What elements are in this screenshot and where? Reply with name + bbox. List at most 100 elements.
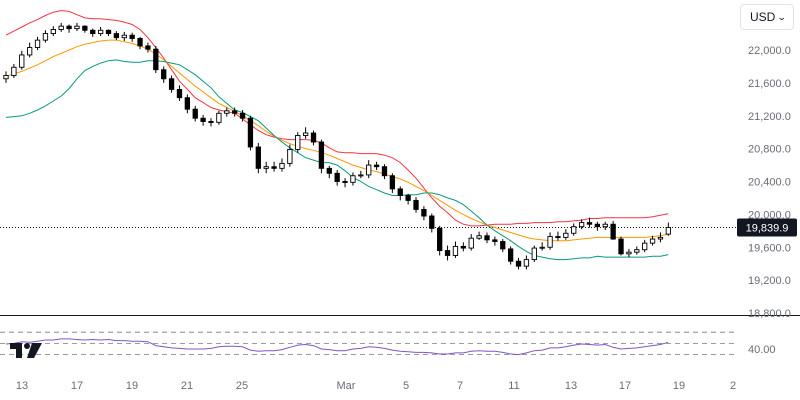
candle-down (342, 181, 348, 183)
bollinger-lower-line (5, 59, 669, 261)
candle-down (137, 38, 143, 47)
currency-selector-button[interactable]: USD ⌄ (740, 4, 794, 30)
candle-up (27, 47, 33, 56)
candle-up (58, 25, 64, 30)
y-axis-tick-label: 20,400.0 (748, 177, 791, 189)
candle-down (555, 236, 561, 239)
candle-up (523, 259, 530, 267)
candle-down (618, 238, 624, 255)
candle-up (97, 29, 104, 35)
bollinger-middle-line (5, 39, 669, 242)
x-axis-tick-label: 2 (730, 380, 736, 392)
candle-up (665, 227, 671, 235)
x-axis-tick-label: Mar (337, 380, 356, 392)
candle-up (578, 222, 585, 228)
currency-label: USD (750, 10, 776, 24)
y-axis-tick-label: 18,800.0 (748, 308, 791, 320)
x-axis-tick-label: 21 (181, 380, 193, 392)
candle-down (500, 241, 506, 250)
x-axis-tick-label: 25 (236, 380, 248, 392)
candle-down (373, 164, 380, 168)
candle-down (145, 45, 151, 50)
candle-down (184, 97, 191, 110)
candle-up (649, 238, 656, 244)
candle-down (310, 132, 317, 143)
chevron-down-icon: ⌄ (777, 11, 788, 22)
y-axis-tick-label: 20,000.0 (748, 209, 791, 221)
candle-down (176, 88, 183, 99)
candle-up (657, 236, 664, 240)
candle-up (287, 148, 293, 164)
tradingview-logo[interactable] (10, 343, 42, 358)
candle-up (216, 112, 222, 123)
candle-down (271, 166, 277, 169)
candle-down (429, 215, 435, 229)
candle-down (594, 223, 601, 228)
candle-up (19, 54, 25, 68)
candle-up (634, 249, 640, 253)
candle-down (82, 25, 88, 31)
y-axis-tick-label: 19,600.0 (748, 242, 791, 254)
candle-down (161, 69, 167, 80)
candle-down (232, 110, 238, 114)
candle-up (602, 223, 608, 228)
last-price-tag (737, 218, 797, 237)
candle-up (468, 237, 474, 249)
x-axis-tick-label: 17 (619, 380, 631, 392)
candle-down (484, 235, 490, 241)
candle-down (326, 167, 332, 174)
candle-down (153, 48, 159, 71)
candle-up (295, 135, 301, 150)
candle-down (90, 29, 96, 35)
candle-down (437, 227, 443, 251)
candle-up (11, 66, 17, 76)
candle-down (413, 199, 419, 210)
candle-down (397, 188, 403, 196)
candle-down (507, 248, 514, 262)
y-axis-tick-label: 22,000.0 (748, 45, 791, 57)
candle-up (3, 75, 9, 80)
candle-down (208, 121, 214, 123)
candle-up (476, 235, 482, 239)
candle-up (50, 29, 56, 35)
candle-down (444, 250, 451, 256)
candle-down (200, 117, 206, 122)
candle-up (531, 247, 537, 261)
rsi-line (5, 338, 669, 356)
candle-down (247, 117, 254, 148)
x-axis-tick-label: 19 (673, 380, 685, 392)
candle-up (571, 226, 577, 234)
candle-up (302, 132, 309, 136)
candle-up (366, 164, 372, 176)
candle-down (168, 78, 175, 90)
candle-up (547, 236, 553, 248)
candle-down (460, 245, 466, 249)
candle-up (224, 110, 230, 114)
y-axis-tick-label: 21,600.0 (748, 78, 791, 90)
candle-up (642, 242, 648, 251)
candle-down (255, 146, 261, 169)
candle-down (405, 195, 411, 201)
candle-up (279, 162, 285, 169)
candle-down (515, 260, 522, 267)
y-axis-tick-label: 20,800.0 (748, 144, 791, 156)
candle-up (626, 251, 632, 255)
candle-up (263, 166, 269, 169)
candle-up (563, 232, 569, 238)
x-axis-tick-label: 19 (126, 380, 138, 392)
rsi-y-tick-label: 40.00 (748, 344, 776, 356)
x-axis-tick-label: 17 (71, 380, 83, 392)
candle-down (318, 141, 325, 169)
last-price-label: 19,839.9 (746, 223, 789, 235)
y-axis-tick-label: 19,200.0 (748, 275, 791, 287)
candle-up (350, 175, 356, 183)
candle-down (129, 34, 135, 39)
candle-up (358, 174, 364, 177)
x-axis-tick-label: 13 (16, 380, 28, 392)
x-axis-tick-label: 5 (403, 380, 409, 392)
candle-up (74, 25, 80, 30)
candle-down (239, 112, 246, 119)
candle-down (334, 172, 340, 182)
